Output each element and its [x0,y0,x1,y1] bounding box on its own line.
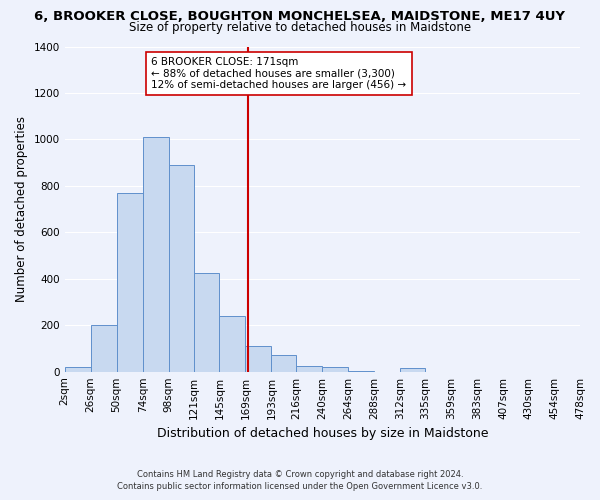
Y-axis label: Number of detached properties: Number of detached properties [15,116,28,302]
Bar [349,370,374,372]
Text: 6, BROOKER CLOSE, BOUGHTON MONCHELSEA, MAIDSTONE, ME17 4UY: 6, BROOKER CLOSE, BOUGHTON MONCHELSEA, M… [35,10,566,23]
Bar [245,346,271,372]
Bar [193,273,220,372]
Bar [322,367,349,372]
Bar [400,368,425,372]
Bar [91,325,116,372]
Bar [271,356,296,372]
Bar [116,193,143,372]
Text: Contains HM Land Registry data © Crown copyright and database right 2024.
Contai: Contains HM Land Registry data © Crown c… [118,470,482,491]
Bar [169,165,193,372]
Bar [296,366,322,372]
Text: 6 BROOKER CLOSE: 171sqm
← 88% of detached houses are smaller (3,300)
12% of semi: 6 BROOKER CLOSE: 171sqm ← 88% of detache… [151,57,406,90]
Bar [65,367,91,372]
Bar [143,137,169,372]
Bar [220,316,245,372]
X-axis label: Distribution of detached houses by size in Maidstone: Distribution of detached houses by size … [157,427,488,440]
Text: Size of property relative to detached houses in Maidstone: Size of property relative to detached ho… [129,21,471,34]
